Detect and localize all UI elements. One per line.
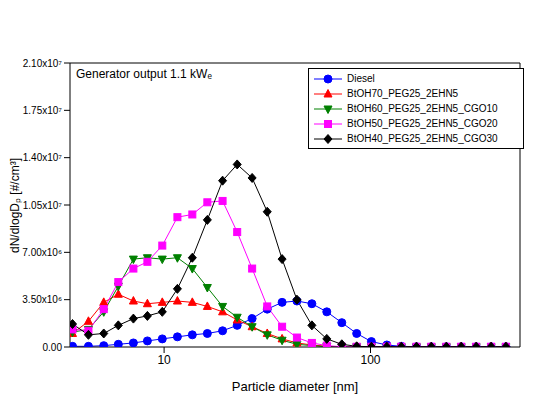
svg-text:7.00x10⁶: 7.00x10⁶ [22, 247, 62, 258]
svg-text:10: 10 [157, 353, 171, 367]
svg-text:100: 100 [360, 353, 380, 367]
svg-text:2.10x10⁷: 2.10x10⁷ [23, 58, 63, 69]
svg-text:3.50x10⁶: 3.50x10⁶ [22, 294, 62, 305]
html-text:Generator output 1.1 kWₑ: Generator output 1.1 kWₑ [76, 67, 212, 81]
html-text:Particle diameter [nm]: Particle diameter [nm] [231, 379, 359, 394]
svg-text:0.00: 0.00 [43, 342, 63, 353]
html-text:BtOH50_PEG25_2EHN5_CGO20: BtOH50_PEG25_2EHN5_CGO20 [347, 118, 498, 129]
svg-text:1.75x10⁷: 1.75x10⁷ [23, 105, 63, 116]
html-text:dN/dlogDₚ [#/cm³]: dN/dlogDₚ [#/cm³] [7, 158, 22, 253]
html-text:Diesel: Diesel [347, 73, 375, 84]
html-text:BtOH60_PEG25_2EHN5_CGO10: BtOH60_PEG25_2EHN5_CGO10 [347, 103, 498, 114]
html-text:BtOH70_PEG25_2EHN5: BtOH70_PEG25_2EHN5 [347, 88, 459, 99]
svg-text:1.05x10⁷: 1.05x10⁷ [23, 200, 63, 211]
html-text:BtOH40_PEG25_2EHN5_CGO30: BtOH40_PEG25_2EHN5_CGO30 [347, 133, 498, 144]
svg-text:1.40x10⁷: 1.40x10⁷ [23, 152, 63, 163]
